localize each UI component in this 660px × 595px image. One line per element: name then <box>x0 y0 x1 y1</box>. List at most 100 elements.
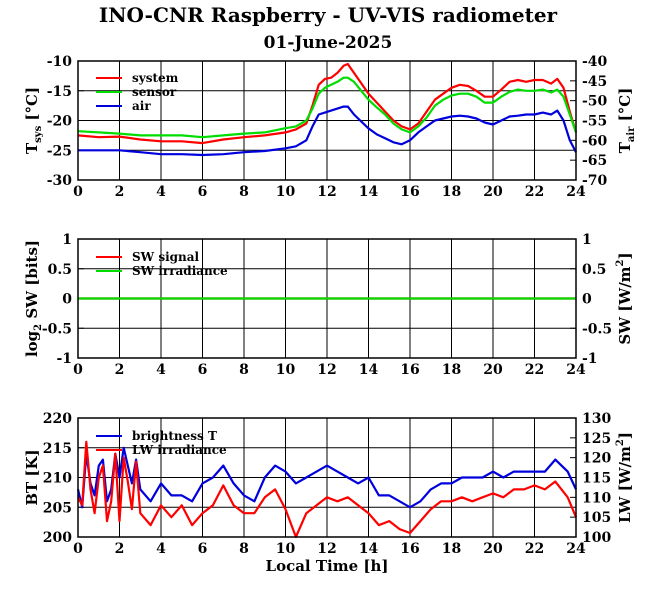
x-tick-label: 0 <box>73 362 83 378</box>
y-tick-label-left: 0 <box>62 292 72 308</box>
y-tick-label-right: -0.5 <box>582 321 612 337</box>
x-tick-label: 20 <box>483 541 503 557</box>
series-line-brightness-t <box>76 446 577 509</box>
y-tick-label-right: 110 <box>582 490 611 506</box>
x-tick-label: 4 <box>156 362 166 378</box>
y-tick-label-right: 130 <box>582 411 611 427</box>
x-tick-label: 18 <box>442 541 461 557</box>
x-tick-label: 14 <box>359 541 379 557</box>
y-tick-label-right: 125 <box>582 431 611 447</box>
y-tick-label-right: -1 <box>582 351 598 367</box>
y-tick-label-left: 200 <box>43 530 72 546</box>
x-tick-label: 6 <box>198 541 208 557</box>
series-line-sensor <box>77 76 578 139</box>
x-tick-label: 2 <box>115 362 125 378</box>
y-axis-label-left: Tsys [°C] <box>23 87 44 154</box>
x-tick-label: 4 <box>156 184 166 200</box>
x-tick-label: 8 <box>239 362 249 378</box>
y-tick-label-left: -15 <box>47 84 72 100</box>
legend-label: system <box>132 71 179 85</box>
plot-frame <box>77 60 577 181</box>
x-tick-label: 4 <box>156 541 166 557</box>
x-tick-label: 6 <box>198 184 208 200</box>
y-tick-label-left: 0.5 <box>48 262 72 278</box>
y-tick-label-left: -10 <box>47 54 73 70</box>
y-tick-label-right: -40 <box>582 54 608 70</box>
series-line-air <box>78 105 577 157</box>
x-axis-label: Local Time [h] <box>266 557 389 575</box>
x-tick-label: 14 <box>359 362 379 378</box>
y-tick-label-right: 0.5 <box>582 262 606 278</box>
panel-2: 0 2 4 6 8 10 12 14 16 18 20 22 2410.50-0.5-110.50-0.… <box>23 232 634 378</box>
x-tick-label: 8 <box>239 541 249 557</box>
legend-label: SW signal <box>132 250 200 264</box>
legend-label: LW irradiance <box>132 443 227 457</box>
plot-frame <box>77 417 577 538</box>
y-axis-label-right: Tair [°C] <box>616 88 637 154</box>
x-tick-label: 20 <box>483 362 503 378</box>
x-tick-label: 22 <box>525 184 544 200</box>
x-tick-label: 16 <box>400 184 419 200</box>
plot-frame <box>77 238 577 359</box>
x-tick-label: 2 <box>115 541 125 557</box>
y-tick-label-left: 205 <box>43 500 72 516</box>
series-line-lw-irradiance <box>77 440 578 539</box>
x-tick-label: 10 <box>276 184 296 200</box>
y-axis-label-left: log2 SW [bits] <box>23 240 44 357</box>
x-tick-label: 22 <box>525 362 544 378</box>
y-axis-label-left: BT [K] <box>23 449 41 505</box>
x-tick-label: 12 <box>317 541 336 557</box>
y-tick-label-right: 105 <box>582 510 611 526</box>
y-tick-label-left: 210 <box>43 471 72 487</box>
x-tick-label: 24 <box>566 362 586 378</box>
figure-title: INO-CNR Raspberry - UV-VIS radiometer <box>99 3 558 27</box>
panel-3: 0 2 4 6 8 10 12 14 16 18 20 22 242202152102052001301… <box>23 411 634 575</box>
y-tick-label-left: -25 <box>47 143 72 159</box>
x-tick-label: 18 <box>442 184 461 200</box>
y-tick-label-right: -45 <box>582 74 607 90</box>
x-tick-label: 24 <box>566 184 586 200</box>
y-tick-label-left: -30 <box>47 173 73 189</box>
x-tick-label: 6 <box>198 362 208 378</box>
x-tick-label: 18 <box>442 362 461 378</box>
y-tick-label-right: -60 <box>582 133 608 149</box>
x-tick-label: 16 <box>400 362 419 378</box>
y-tick-label-right: 120 <box>582 451 611 467</box>
y-tick-label-right: -70 <box>582 173 608 189</box>
y-tick-label-right: -50 <box>582 94 608 110</box>
y-tick-label-left: -1 <box>56 351 72 367</box>
x-tick-label: 10 <box>276 541 296 557</box>
y-tick-label-right: 1 <box>582 232 592 248</box>
x-tick-label: 8 <box>239 184 249 200</box>
x-tick-label: 22 <box>525 541 544 557</box>
y-tick-label-right: -65 <box>582 153 607 169</box>
x-tick-label: 14 <box>359 184 379 200</box>
x-tick-label: 16 <box>400 541 419 557</box>
legend-label: SW irradiance <box>132 264 228 278</box>
legend-label: sensor <box>132 85 177 99</box>
x-tick-label: 24 <box>566 541 586 557</box>
x-tick-label: 20 <box>483 184 503 200</box>
x-tick-label: 0 <box>73 541 83 557</box>
y-tick-label-left: 220 <box>43 411 72 427</box>
x-tick-label: 2 <box>115 184 125 200</box>
y-tick-label-left: 1 <box>62 232 72 248</box>
y-tick-label-right: 100 <box>582 530 611 546</box>
y-tick-label-right: 0 <box>582 292 592 308</box>
x-tick-label: 0 <box>73 184 83 200</box>
y-tick-label-left: -0.5 <box>42 321 72 337</box>
series-line-system <box>77 62 578 145</box>
x-tick-label: 10 <box>276 362 296 378</box>
legend-label: brightness T <box>132 429 217 443</box>
y-tick-label-left: 215 <box>43 441 72 457</box>
panel-1: 0 2 4 6 8 10 12 14 16 18 20 22 24-10-15-20-25-30-40-… <box>23 54 637 200</box>
x-tick-label: 12 <box>317 184 336 200</box>
y-axis-label-right: LW [W/m2] <box>615 432 634 523</box>
y-tick-label-right: 115 <box>582 471 611 487</box>
y-axis-label-right: SW [W/m2] <box>615 252 634 344</box>
y-tick-label-right: -55 <box>582 114 607 130</box>
figure-date: 01-June-2025 <box>264 33 393 53</box>
y-tick-label-left: -20 <box>47 114 73 130</box>
x-tick-label: 12 <box>317 362 336 378</box>
